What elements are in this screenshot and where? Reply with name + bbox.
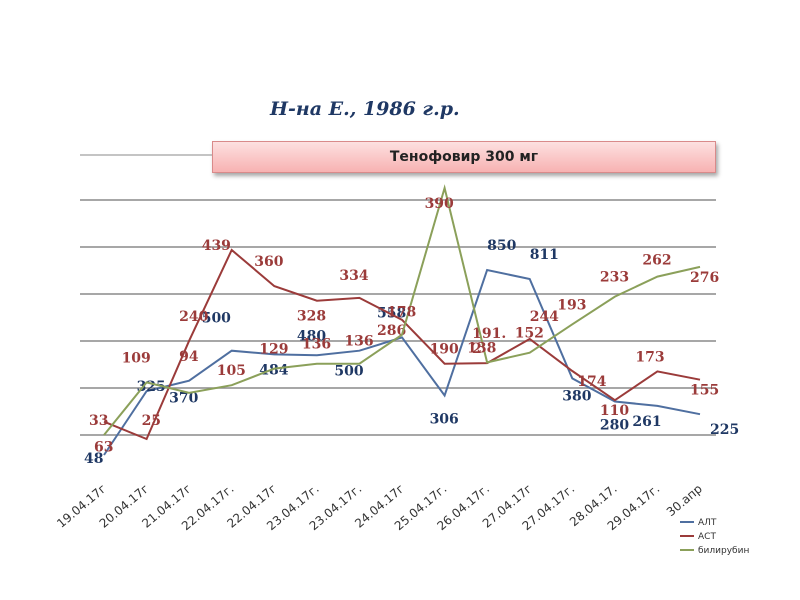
data-label: 190: [430, 342, 459, 358]
data-label: 240: [179, 309, 208, 325]
data-label: 109: [122, 350, 151, 366]
data-label: 306: [430, 411, 459, 427]
data-label: 138: [467, 340, 496, 356]
data-label: 173: [635, 349, 664, 365]
data-label: 480: [297, 328, 326, 344]
data-label: 328: [297, 309, 326, 325]
series-line-билирубин: [103, 184, 701, 436]
data-label: 286: [377, 323, 406, 339]
data-label: 136: [302, 337, 331, 353]
data-label: 325: [137, 379, 166, 395]
data-label: 110: [600, 403, 629, 419]
data-label: 439: [202, 238, 231, 254]
data-label: 48: [84, 451, 103, 467]
data-label: 33: [89, 413, 108, 429]
series-line-АСТ: [103, 248, 701, 441]
data-label: 174: [577, 374, 606, 390]
data-label: 105: [217, 363, 246, 379]
data-label: 500: [334, 364, 363, 380]
data-label: 136: [344, 334, 373, 350]
series-line-АЛТ: [103, 268, 701, 456]
legend-entry: билирубин: [698, 546, 749, 556]
data-label: 25: [142, 413, 161, 429]
legend-entry: АЛТ: [698, 518, 717, 528]
data-label: 334: [339, 268, 368, 284]
data-label: 152: [515, 326, 544, 342]
x-tick-label: 30.апр: [664, 482, 705, 520]
data-label: 262: [642, 253, 671, 269]
data-label: 360: [254, 254, 283, 270]
data-label: 155: [690, 383, 719, 399]
data-label: 811: [530, 247, 559, 263]
data-label: 225: [710, 422, 739, 438]
data-label: 233: [600, 270, 629, 286]
data-label: 484: [259, 362, 288, 378]
chart-title: Н-на Е., 1986 г.р.: [270, 98, 460, 120]
data-label: 850: [487, 238, 516, 254]
data-label: 500: [202, 311, 231, 327]
data-label: 390: [425, 196, 454, 212]
data-label: 129: [259, 342, 288, 358]
drug-annotation-banner: Тенофовир 300 мг: [212, 141, 716, 173]
data-label: 94: [179, 349, 199, 365]
data-label: 244: [530, 309, 559, 325]
data-label: 178: [387, 305, 416, 321]
data-label: 261: [632, 414, 661, 430]
data-label: 280: [600, 417, 629, 433]
drug-annotation-text: Тенофовир 300 мг: [389, 149, 539, 165]
data-label: 380: [562, 388, 591, 404]
data-label: 276: [690, 270, 719, 286]
data-label: 193: [557, 297, 586, 313]
data-label: 370: [169, 391, 198, 407]
legend-entry: АСТ: [698, 532, 716, 542]
data-label: 63: [94, 440, 113, 456]
